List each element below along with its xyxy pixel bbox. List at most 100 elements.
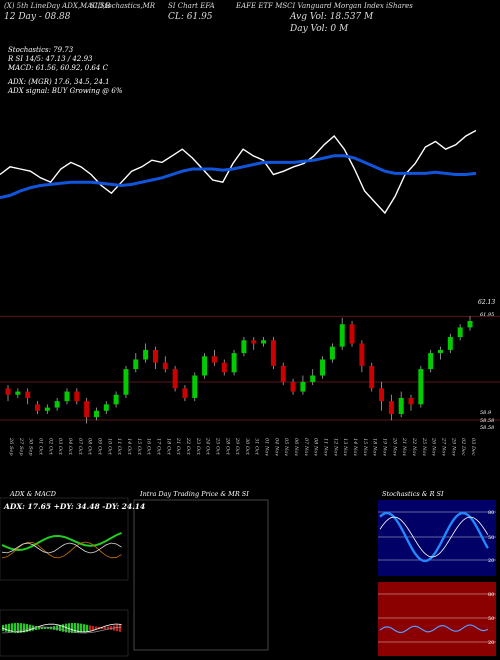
stoch-panel-title: Stochastics & R SI [382, 490, 444, 498]
stoch-tick: 20 [488, 558, 494, 564]
candle-body [300, 381, 306, 392]
macd-bar [41, 626, 44, 630]
candle-body [143, 349, 149, 360]
macd-bar [47, 626, 50, 630]
macd-bar [59, 624, 62, 632]
macd-bar [80, 623, 83, 633]
macd-bar [14, 623, 17, 633]
macd-bar [50, 626, 53, 630]
stoch-tick: 80 [488, 510, 494, 516]
candle-body [182, 388, 188, 398]
x-tick-label: 31 Oct [254, 438, 260, 456]
x-tick-label: 07 Nov [303, 438, 309, 456]
header-left-big: 12 Day - 08.88 [4, 12, 71, 22]
candle-body [123, 369, 129, 395]
macd-bar [11, 623, 14, 633]
x-tick-label: 15 Oct [136, 438, 142, 456]
macd-bar [29, 624, 32, 632]
x-tick-label: 17 Oct [155, 438, 161, 456]
x-tick-label: 09 Oct [96, 438, 102, 456]
candle-body [320, 359, 326, 376]
x-tick-label: 11 Nov [323, 438, 329, 456]
candle-body [241, 340, 247, 354]
macd-bar [104, 626, 107, 630]
candle-body [310, 375, 316, 382]
rsi-tick: 80 [488, 592, 494, 598]
macd-bar [71, 623, 74, 633]
candle-body [457, 327, 463, 338]
macd-bar [5, 624, 8, 632]
macd-bar [38, 626, 41, 630]
rsi-panel [378, 582, 496, 656]
plus-di-line [1, 542, 122, 554]
macd-bar [110, 626, 113, 630]
macd-bar [65, 623, 68, 633]
adx-readout: ADX: (MGR) 17.6, 34.5, 24.1 [8, 78, 110, 86]
candle-body [280, 365, 286, 382]
header-right1: EAFE ETF MSCI Vanguard Morgan Index iSha… [236, 2, 413, 10]
candle-body [103, 404, 109, 411]
candle-body [261, 340, 267, 344]
stoch-readout: Stochastics: 79.73 [8, 46, 74, 54]
price-line1-label: 61.95 [480, 312, 495, 318]
x-tick-label: 30 Sep [28, 438, 34, 456]
macd-bar [20, 623, 23, 633]
candle-body [467, 321, 473, 328]
candle-body [388, 401, 394, 414]
macd-bar [17, 623, 20, 633]
macd-bar [83, 624, 86, 632]
candle-body [202, 356, 208, 376]
candle-body [339, 324, 345, 347]
candle-body [162, 362, 168, 370]
candle-body [152, 349, 158, 363]
header-cl: CL: 61.95 [168, 12, 213, 22]
candle-body [192, 375, 198, 398]
x-tick-label: 20 Nov [391, 437, 397, 456]
macd-bar [44, 626, 47, 630]
macd-bar [77, 623, 80, 633]
mr-panel [133, 499, 269, 651]
x-tick-label: 18 Nov [372, 438, 378, 456]
x-tick-label: 26 Sep [8, 437, 14, 456]
price-line2-label: 58.9 [480, 410, 492, 416]
x-tick-label: 04 Oct [67, 438, 73, 456]
candle-body [251, 340, 257, 344]
x-tick-label: 19 Nov [382, 438, 388, 456]
ema-line [0, 154, 477, 200]
price-line3-label: 58.58 [480, 425, 495, 431]
candle-body [113, 394, 119, 405]
adx-line [1, 532, 122, 551]
stoch-k-line [379, 511, 489, 563]
macd-bar [92, 626, 95, 630]
x-tick-label: 07 Oct [77, 438, 83, 456]
macd-readout: MACD: 61.56, 60.92, 0.64 C [8, 64, 108, 72]
candle-body [172, 369, 178, 389]
candle-body [447, 337, 453, 350]
x-tick-label: 02 Oct [47, 438, 53, 456]
x-tick-label: 29 Nov [450, 437, 456, 456]
x-tick-label: 03 Oct [57, 438, 63, 456]
rsi-tick: 20 [488, 640, 494, 646]
adx-signal-readout: ADX signal: BUY Growing @ 6% [8, 87, 123, 95]
macd-bar [8, 623, 11, 633]
macd-bar [119, 624, 122, 632]
macd-bar [98, 626, 101, 630]
header-left1: (X) 5th LineDay ADX,MACD,B [4, 2, 111, 10]
macd-bar [32, 625, 35, 631]
mr-panel-title: Intra Day Trading Price & MR SI [140, 490, 249, 498]
macd-bar [101, 627, 104, 630]
macd-bar [56, 625, 59, 631]
candle-body [25, 391, 31, 398]
adx-panel-title: ADX & MACD [10, 490, 56, 498]
candle-body [438, 349, 444, 354]
x-tick-label: 23 Oct [195, 437, 201, 456]
x-tick-label: 14 Nov [352, 438, 358, 456]
x-tick-label: 06 Nov [293, 438, 299, 456]
macd-bar [74, 623, 77, 633]
header-left3: SI Chart EFA [168, 2, 215, 10]
x-tick-label: 22 Nov [411, 437, 417, 456]
x-tick-label: 27 Sep [18, 437, 24, 456]
x-tick-label: 10 Oct [106, 438, 112, 456]
x-tick-label: 02 Dec [460, 438, 466, 456]
rsi-tick: 50 [488, 616, 494, 622]
